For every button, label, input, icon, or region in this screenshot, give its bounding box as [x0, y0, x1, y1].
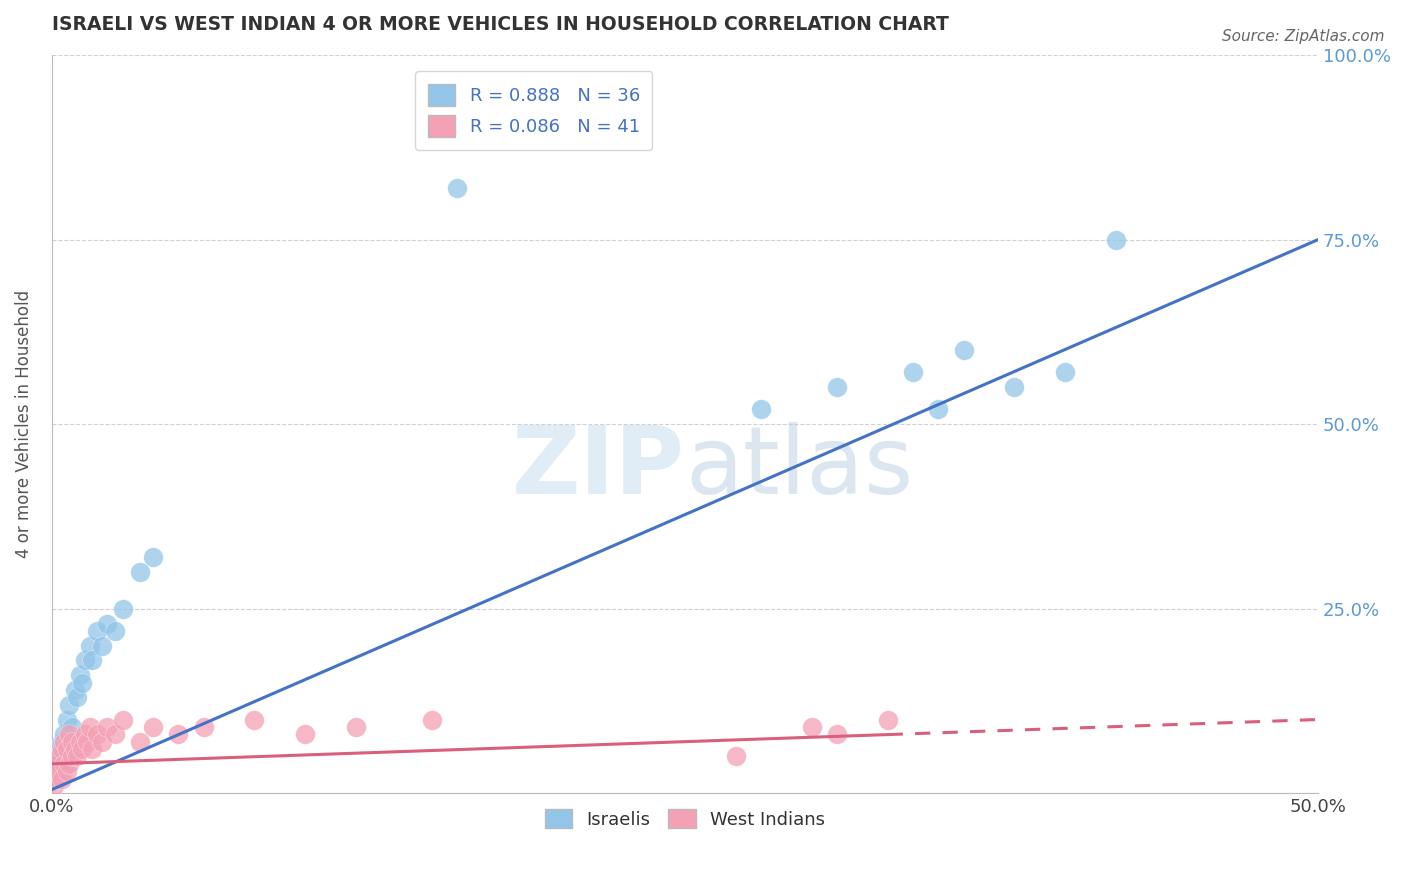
Point [111, 713, 134, 727]
Point [420, 713, 443, 727]
Point [129, 734, 152, 748]
Point [86, 727, 108, 741]
Point [79, 639, 101, 653]
Point [111, 601, 134, 615]
Point [344, 720, 367, 734]
Point [73, 727, 96, 741]
Point [44, 764, 66, 779]
Point [1053, 366, 1076, 380]
Point [243, 713, 266, 727]
Point [446, 181, 468, 195]
Point [70, 742, 93, 756]
Point [86, 624, 108, 638]
Point [56, 742, 79, 756]
Point [825, 727, 848, 741]
Point [79, 720, 101, 734]
Point [56, 713, 79, 727]
Point [142, 720, 165, 734]
Point [60, 749, 83, 764]
Point [800, 720, 823, 734]
Point [51, 734, 73, 748]
Point [66, 690, 89, 705]
Point [104, 624, 127, 638]
Text: Source: ZipAtlas.com: Source: ZipAtlas.com [1222, 29, 1385, 44]
Point [60, 734, 83, 748]
Point [58, 727, 80, 741]
Point [193, 720, 215, 734]
Point [48, 749, 70, 764]
Point [142, 550, 165, 565]
Point [104, 727, 127, 741]
Point [45, 772, 67, 786]
Point [56, 764, 79, 779]
Point [69, 668, 91, 682]
Point [45, 764, 67, 779]
Legend: Israelis, West Indians: Israelis, West Indians [537, 802, 832, 836]
Point [48, 764, 70, 779]
Point [60, 720, 83, 734]
Point [48, 742, 70, 756]
Point [53, 727, 76, 741]
Point [749, 402, 772, 417]
Point [66, 749, 89, 764]
Point [167, 727, 190, 741]
Point [901, 366, 924, 380]
Point [76, 734, 98, 748]
Point [45, 756, 67, 771]
Point [82, 653, 104, 667]
Point [952, 343, 974, 358]
Text: atlas: atlas [685, 423, 912, 515]
Point [724, 749, 747, 764]
Point [1104, 233, 1126, 247]
Point [96, 616, 118, 631]
Point [56, 734, 79, 748]
Point [825, 380, 848, 394]
Point [91, 639, 114, 653]
Point [53, 734, 76, 748]
Text: ZIP: ZIP [512, 423, 685, 515]
Point [51, 742, 73, 756]
Point [876, 713, 898, 727]
Point [48, 756, 70, 771]
Point [69, 734, 91, 748]
Y-axis label: 4 or more Vehicles in Household: 4 or more Vehicles in Household [15, 290, 32, 558]
Point [63, 683, 86, 698]
Point [58, 698, 80, 712]
Point [51, 764, 73, 779]
Point [1002, 380, 1025, 394]
Point [129, 565, 152, 579]
Point [63, 742, 86, 756]
Point [82, 742, 104, 756]
Point [53, 749, 76, 764]
Point [53, 756, 76, 771]
Point [51, 772, 73, 786]
Point [45, 749, 67, 764]
Point [91, 734, 114, 748]
Point [73, 653, 96, 667]
Point [58, 756, 80, 771]
Point [44, 772, 66, 786]
Point [927, 402, 949, 417]
Point [44, 779, 66, 793]
Text: ISRAELI VS WEST INDIAN 4 OR MORE VEHICLES IN HOUSEHOLD CORRELATION CHART: ISRAELI VS WEST INDIAN 4 OR MORE VEHICLE… [52, 15, 949, 34]
Point [294, 727, 316, 741]
Point [70, 675, 93, 690]
Point [96, 720, 118, 734]
